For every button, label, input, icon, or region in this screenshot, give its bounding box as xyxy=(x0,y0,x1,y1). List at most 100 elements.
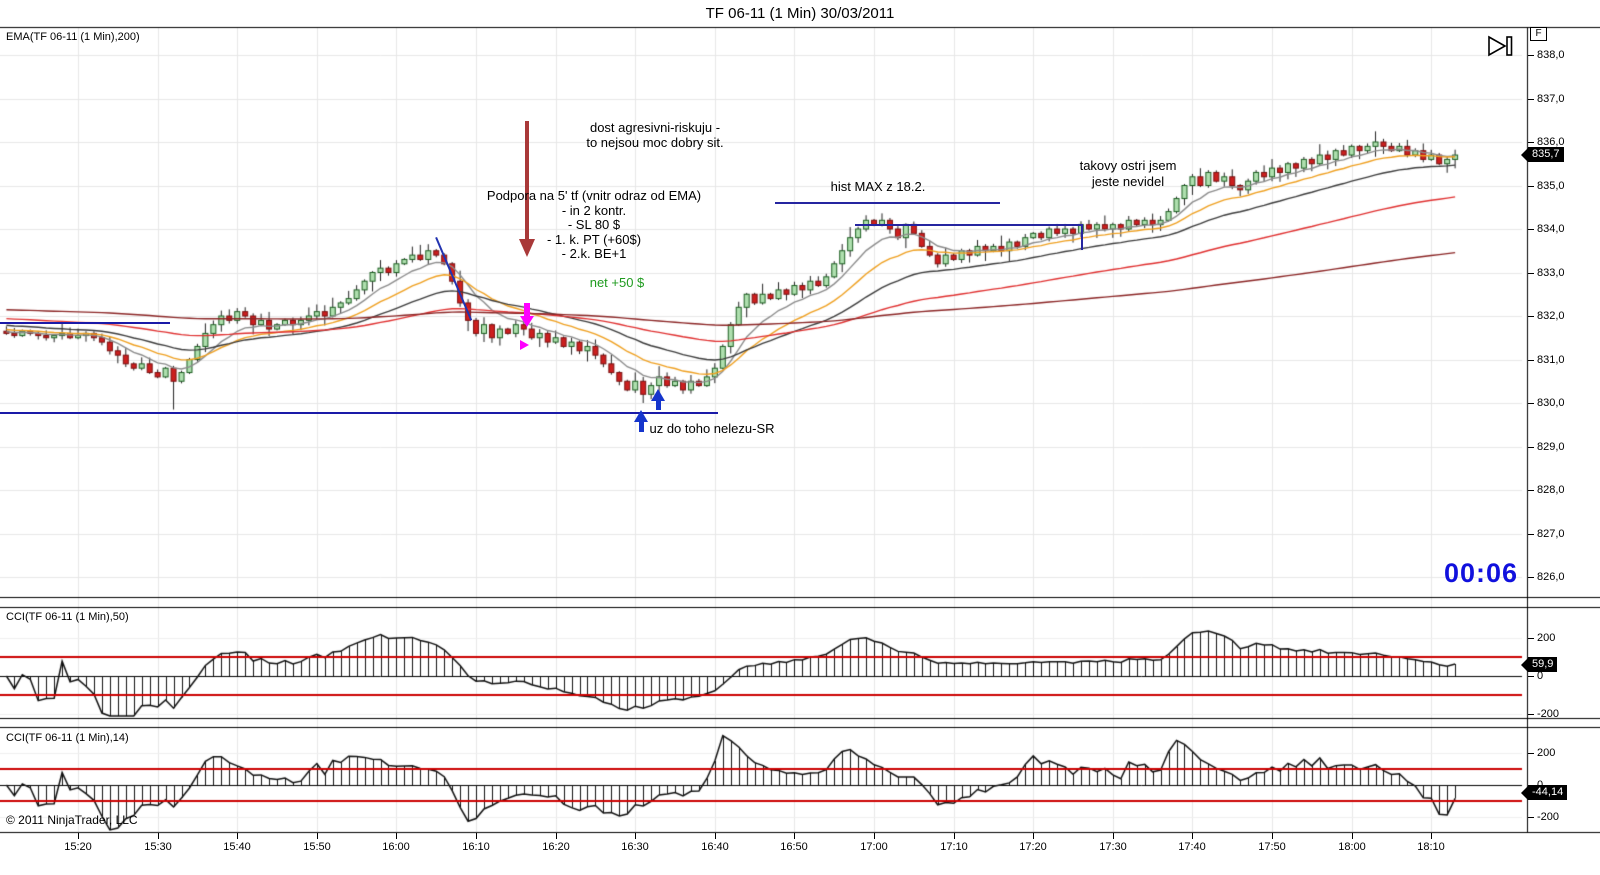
cci50-tick--200-label: -200 xyxy=(1537,708,1560,720)
time-tick xyxy=(1352,833,1353,839)
left-resistance-line[interactable] xyxy=(0,322,170,324)
hist-max-line-upper[interactable] xyxy=(775,202,1000,204)
time-tick xyxy=(1113,833,1114,839)
time-label-16:40: 16:40 xyxy=(701,841,729,853)
time-label-17:50: 17:50 xyxy=(1258,841,1286,853)
price-tick-832,0-label: 832,0 xyxy=(1537,310,1565,322)
time-tick xyxy=(954,833,955,839)
blue-up-arrow-2-shaft xyxy=(655,401,661,410)
time-label-16:10: 16:10 xyxy=(462,841,490,853)
countdown-timer: 00:06 xyxy=(1443,558,1518,588)
time-label-16:50: 16:50 xyxy=(780,841,808,853)
time-label-16:00: 16:00 xyxy=(382,841,410,853)
annotation-hist-max: hist MAX z 18.2. xyxy=(830,179,926,194)
magenta-down-arrow-shaft xyxy=(524,303,530,316)
time-tick xyxy=(396,833,397,839)
time-tick xyxy=(158,833,159,839)
skip-to-end-icon[interactable] xyxy=(1486,35,1514,57)
time-tick xyxy=(237,833,238,839)
red-down-arrow-head xyxy=(519,239,535,257)
price-tick-833,0-label: 833,0 xyxy=(1537,266,1565,279)
magenta-entry-marker[interactable] xyxy=(520,340,529,350)
price-tick-834,0-tick xyxy=(1528,229,1534,230)
time-label-17:00: 17:00 xyxy=(860,841,888,853)
time-label-15:30: 15:30 xyxy=(144,841,172,853)
time-tick xyxy=(635,833,636,839)
badge-notch xyxy=(1521,785,1528,800)
time-label-18:00: 18:00 xyxy=(1338,841,1366,853)
blue-up-arrow-1-shaft xyxy=(638,422,644,432)
cci14-value-badge: -44,14 xyxy=(1521,785,1568,800)
time-tick xyxy=(874,833,875,839)
cci14-tick-200-label: 200 xyxy=(1537,747,1556,759)
price-tick-830,0-label: 830,0 xyxy=(1537,397,1565,409)
ema-indicator-label: EMA(TF 06-11 (1 Min),200) xyxy=(6,31,140,43)
price-tick-827,0-tick xyxy=(1528,533,1534,535)
time-label-15:50: 15:50 xyxy=(303,841,331,853)
blue-up-arrow-2[interactable] xyxy=(651,389,665,410)
time-axis[interactable]: 15:20 15:30 15:40 15:50 16:00 16:10 16:20 16:30… xyxy=(0,833,1600,875)
price-axis[interactable]: 838,0 837,0 836,0 835,0 834,0 833,0 832,0 831,0… xyxy=(1527,27,1600,833)
time-label-15:20: 15:20 xyxy=(64,841,92,853)
time-label-17:40: 17:40 xyxy=(1178,841,1206,853)
price-tick-826,0-label: 826,0 xyxy=(1537,571,1565,583)
price-tick-831,0-label: 831,0 xyxy=(1537,353,1565,366)
time-label-15:40: 15:40 xyxy=(223,841,251,853)
time-tick xyxy=(1192,833,1193,839)
blue-up-arrow-1[interactable] xyxy=(634,410,648,432)
magenta-down-arrow-head xyxy=(520,316,534,327)
hist-max-line-drop[interactable] xyxy=(1081,224,1083,250)
time-label-17:10: 17:10 xyxy=(940,841,968,853)
annotation-uz: uz do toho nelezu-SR xyxy=(649,421,775,436)
support-line[interactable] xyxy=(0,412,718,414)
price-tick-826,0-tick xyxy=(1528,577,1534,578)
hist-max-line-lower[interactable] xyxy=(855,224,1083,226)
price-tick-828,0-label: 828,0 xyxy=(1537,484,1565,496)
price-tick-829,0-label: 829,0 xyxy=(1537,440,1565,453)
time-label-18:10: 18:10 xyxy=(1417,841,1445,853)
time-tick xyxy=(794,833,795,839)
price-tick-838,0-tick xyxy=(1528,55,1534,56)
price-tick-828,0-tick xyxy=(1528,490,1534,491)
price-tick-837,0-label: 837,0 xyxy=(1537,92,1565,105)
price-tick-836,0-tick xyxy=(1528,142,1534,143)
fixed-scale-button[interactable]: F xyxy=(1530,27,1547,41)
price-tick-836,0-label: 836,0 xyxy=(1537,136,1565,148)
price-tick-832,0-tick xyxy=(1528,316,1534,317)
cci14-tick--200-tick xyxy=(1528,817,1534,818)
time-tick xyxy=(476,833,477,839)
time-tick xyxy=(78,833,79,839)
last-price-badge: 835,7 xyxy=(1521,147,1564,162)
annotation-podpora: Podpora na 5' tf (vnitr odraz od EMA) - … xyxy=(486,188,702,261)
price-tick-835,0-label: 835,0 xyxy=(1537,179,1565,192)
time-label-16:20: 16:20 xyxy=(542,841,570,853)
cci50-tick--200-tick xyxy=(1528,714,1534,715)
price-tick-830,0-tick xyxy=(1528,403,1534,404)
time-tick xyxy=(317,833,318,839)
chart-title: TF 06-11 (1 Min) 30/03/2011 xyxy=(705,5,895,22)
time-tick xyxy=(715,833,716,839)
price-tick-833,0-tick xyxy=(1528,272,1534,274)
blue-up-arrow-1-head xyxy=(634,410,648,422)
annotation-takovy: takovy ostri jsem jeste nevidel xyxy=(1079,158,1177,189)
price-tick-835,0-tick xyxy=(1528,185,1534,187)
cci50-indicator-label: CCI(TF 06-11 (1 Min),50) xyxy=(6,611,129,623)
price-tick-838,0-label: 838,0 xyxy=(1537,49,1565,61)
red-down-arrow[interactable] xyxy=(519,121,535,257)
time-tick xyxy=(1033,833,1034,839)
copyright-label: © 2011 NinjaTrader, LLC xyxy=(6,813,138,827)
time-tick xyxy=(556,833,557,839)
cci14-tick-200-tick xyxy=(1528,753,1534,754)
time-label-17:30: 17:30 xyxy=(1099,841,1127,853)
cci50-tick-200-tick xyxy=(1528,638,1534,639)
time-tick xyxy=(1272,833,1273,839)
cci50-tick-200-label: 200 xyxy=(1537,632,1556,644)
badge-notch xyxy=(1521,147,1528,162)
price-tick-829,0-tick xyxy=(1528,446,1534,448)
magenta-down-arrow[interactable] xyxy=(520,303,534,327)
time-label-17:20: 17:20 xyxy=(1019,841,1047,853)
annotation-aggressive: dost agresivni-riskuju - to nejsou moc d… xyxy=(586,120,724,150)
price-tick-831,0-tick xyxy=(1528,359,1534,361)
